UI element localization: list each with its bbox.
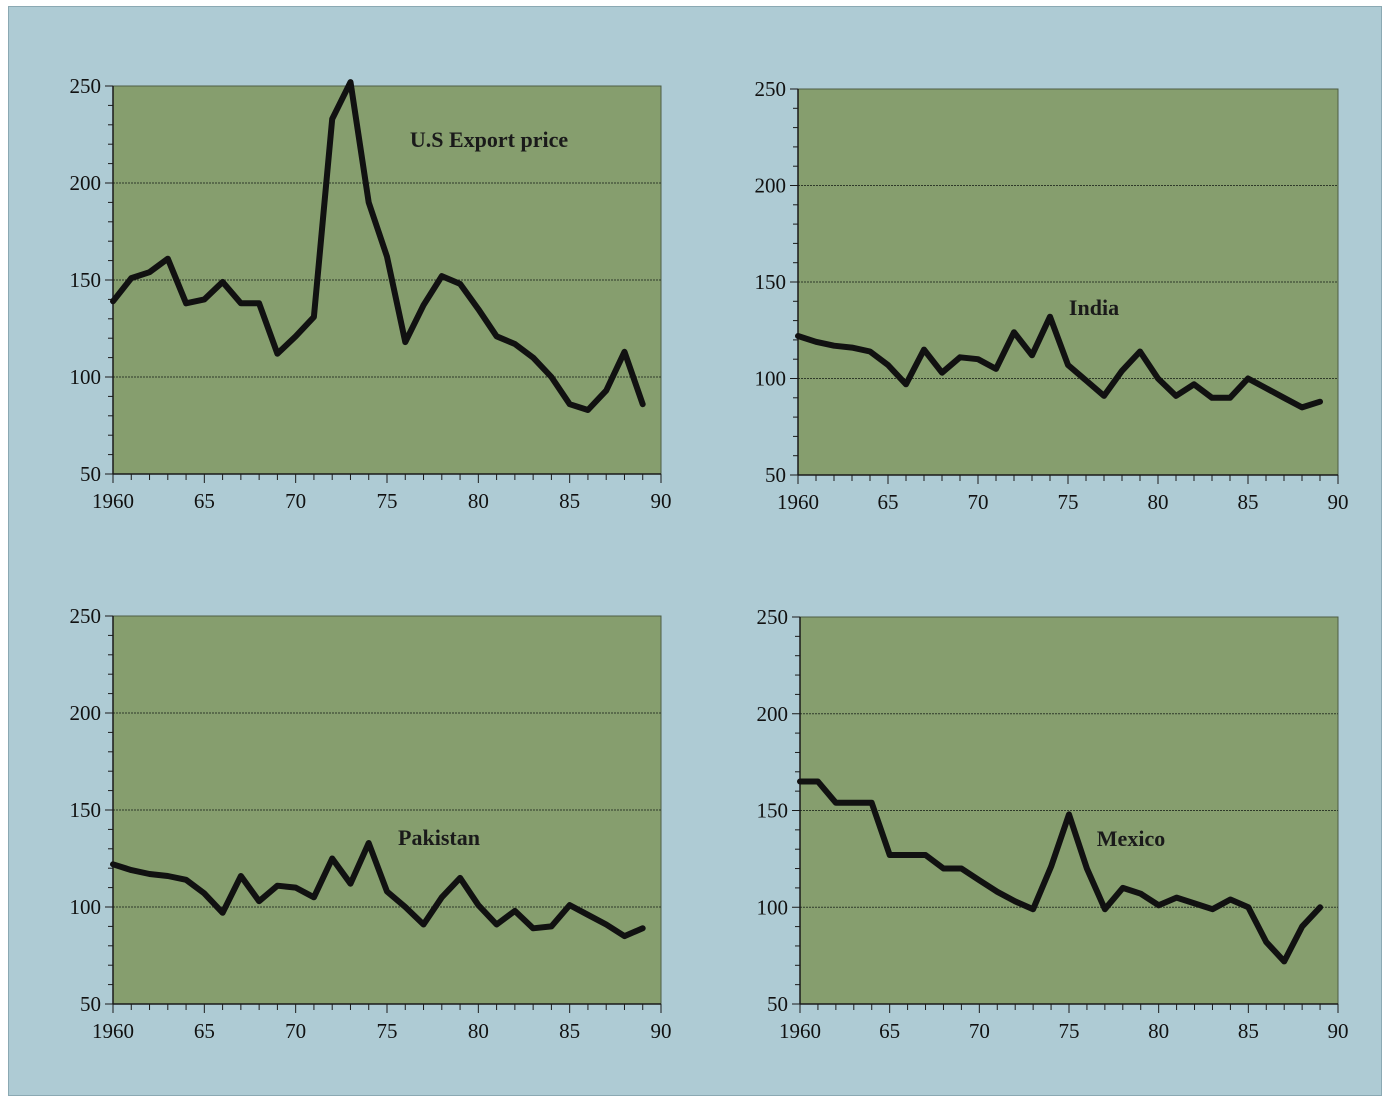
y-tick-label: 150 bbox=[70, 268, 102, 292]
x-tick-label: 80 bbox=[468, 489, 489, 513]
y-tick-label: 100 bbox=[755, 367, 787, 391]
y-tick-label: 100 bbox=[757, 895, 789, 919]
x-tick-label: 70 bbox=[968, 490, 989, 514]
x-tick-label: 75 bbox=[377, 1019, 398, 1043]
y-tick-label: 200 bbox=[70, 701, 102, 725]
y-tick-label: 250 bbox=[757, 605, 789, 629]
x-tick-label: 80 bbox=[1148, 1019, 1169, 1043]
x-tick-label: 90 bbox=[1328, 1019, 1349, 1043]
x-tick-label: 90 bbox=[651, 489, 672, 513]
chart-panel-mexico: 50 100 150 200 250 1960 65 70 75 80 85 90 Mexico bbox=[757, 605, 1349, 1043]
y-tick-label: 250 bbox=[755, 77, 787, 101]
panel-label: Mexico bbox=[1097, 826, 1165, 851]
x-tick-label: 85 bbox=[1238, 1019, 1259, 1043]
y-tick-label: 200 bbox=[70, 171, 102, 195]
panel-label: India bbox=[1069, 295, 1119, 320]
x-tick-label: 70 bbox=[285, 1019, 306, 1043]
x-tick-label: 65 bbox=[194, 489, 215, 513]
y-tick-label: 100 bbox=[70, 895, 102, 919]
x-tick-label: 75 bbox=[1059, 1019, 1080, 1043]
x-tick-label: 1960 bbox=[92, 1019, 134, 1043]
x-tick-label: 1960 bbox=[779, 1019, 821, 1043]
chart-panel-pakistan: 50 100 150 200 250 1960 65 70 75 80 85 90 Pakistan bbox=[70, 604, 672, 1043]
y-tick-label: 50 bbox=[80, 462, 101, 486]
y-tick-label: 150 bbox=[755, 270, 787, 294]
y-tick-label: 50 bbox=[80, 992, 101, 1016]
x-tick-label: 65 bbox=[878, 490, 899, 514]
y-tick-label: 50 bbox=[767, 992, 788, 1016]
series-line bbox=[795, 313, 1323, 411]
y-tick-label: 50 bbox=[765, 463, 786, 487]
chart-panel-us-export: 50 100 150 200 250 1960 65 70 75 80 85 90 U.S Export… bbox=[70, 74, 672, 513]
x-tick-label: 65 bbox=[879, 1019, 900, 1043]
x-tick-label: 80 bbox=[1148, 490, 1169, 514]
x-tick-label: 1960 bbox=[777, 490, 819, 514]
x-tick-label: 70 bbox=[285, 489, 306, 513]
y-tick-label: 250 bbox=[70, 604, 102, 628]
x-tick-label: 65 bbox=[194, 1019, 215, 1043]
x-tick-label: 80 bbox=[468, 1019, 489, 1043]
x-tick-label: 85 bbox=[559, 489, 580, 513]
x-tick-label: 1960 bbox=[92, 489, 134, 513]
chart-panels: 50 100 150 200 250 1960 65 70 75 80 85 90 U.S Export… bbox=[70, 74, 1349, 1043]
panel-label: U.S Export price bbox=[410, 127, 569, 152]
x-tick-label: 75 bbox=[1058, 490, 1079, 514]
panel-label: Pakistan bbox=[398, 825, 480, 850]
y-tick-label: 100 bbox=[70, 365, 102, 389]
x-tick-label: 90 bbox=[651, 1019, 672, 1043]
x-tick-label: 85 bbox=[559, 1019, 580, 1043]
y-tick-label: 200 bbox=[755, 174, 787, 198]
x-tick-label: 90 bbox=[1328, 490, 1349, 514]
x-tick-label: 85 bbox=[1238, 490, 1259, 514]
y-tick-label: 150 bbox=[757, 799, 789, 823]
y-tick-label: 250 bbox=[70, 74, 102, 98]
series-line bbox=[110, 79, 646, 413]
chart-panel-india: 50 100 150 200 250 1960 65 70 75 80 85 90 India bbox=[755, 77, 1349, 514]
y-tick-label: 150 bbox=[70, 798, 102, 822]
x-tick-label: 75 bbox=[377, 489, 398, 513]
series-line bbox=[110, 840, 646, 940]
y-tick-label: 200 bbox=[757, 702, 789, 726]
series-line bbox=[797, 778, 1324, 965]
x-tick-label: 70 bbox=[969, 1019, 990, 1043]
figure-frame: 50 100 150 200 250 1960 65 70 75 80 85 90 U.S Export… bbox=[8, 6, 1382, 1096]
